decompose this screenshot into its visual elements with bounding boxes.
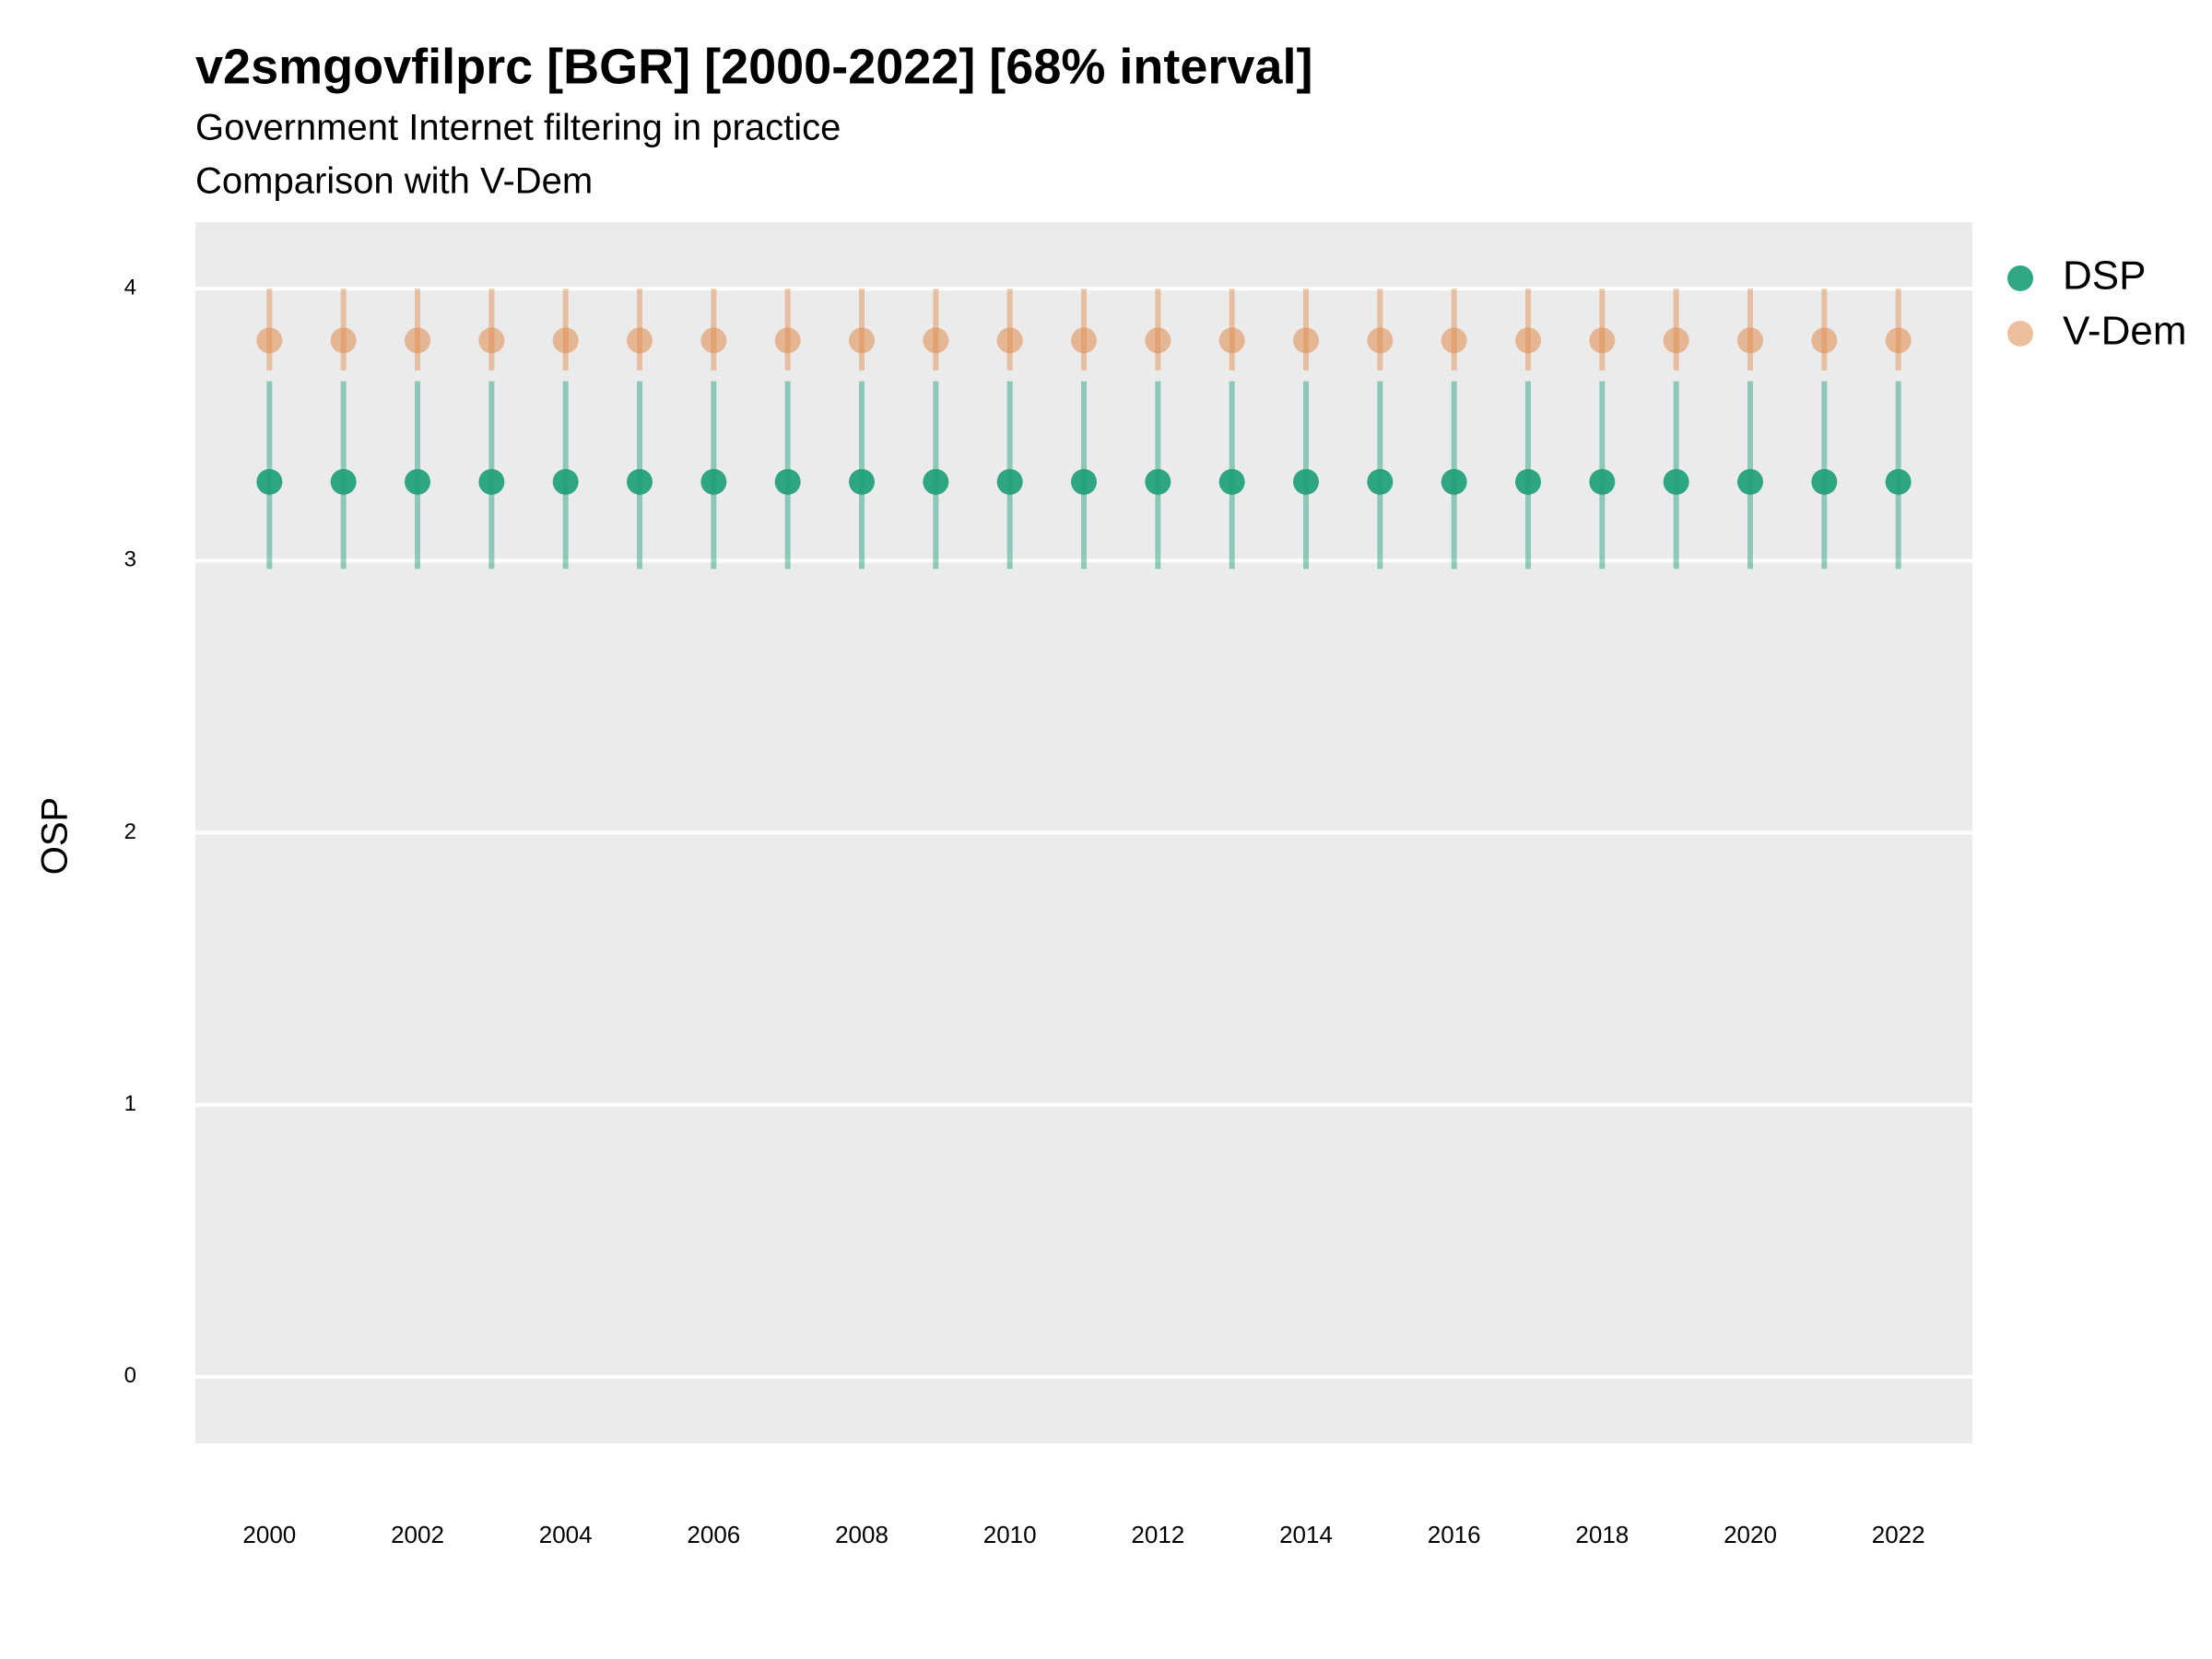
x-tick-label: 2006: [687, 1521, 740, 1548]
point: [1737, 327, 1763, 354]
point: [849, 327, 875, 354]
point: [1515, 327, 1541, 354]
y-tick-label: 2: [124, 819, 136, 844]
point: [1441, 468, 1467, 495]
point: [1589, 468, 1616, 495]
point: [478, 468, 505, 495]
chart-title: v2smgovfilprc [BGR] [2000-2022] [68% int…: [195, 39, 1312, 94]
point: [405, 468, 430, 495]
point: [330, 468, 357, 495]
legend-swatch: [2007, 321, 2033, 347]
point: [256, 468, 283, 495]
point: [1885, 327, 1912, 354]
point: [996, 468, 1023, 495]
point: [478, 327, 505, 354]
point: [1441, 327, 1467, 354]
point: [552, 327, 579, 354]
y-tick-label: 4: [124, 276, 136, 300]
x-tick-label: 2008: [835, 1521, 888, 1548]
x-tick-label: 2000: [242, 1521, 296, 1548]
x-tick-label: 2012: [1131, 1521, 1184, 1548]
point: [923, 327, 949, 354]
legend-label: DSP: [2063, 253, 2146, 299]
point: [1071, 327, 1097, 354]
point: [330, 327, 357, 354]
point: [1145, 468, 1171, 495]
point: [1811, 468, 1838, 495]
x-tick-label: 2014: [1279, 1521, 1333, 1548]
point: [627, 468, 653, 495]
chart-subtitle: Comparison with V-Dem: [195, 161, 593, 202]
point: [1811, 327, 1838, 354]
x-tick-label: 2002: [391, 1521, 444, 1548]
point: [1367, 327, 1394, 354]
point: [700, 468, 727, 495]
point: [923, 468, 949, 495]
x-tick-label: 2018: [1575, 1521, 1629, 1548]
point: [1293, 468, 1319, 495]
x-tick-label: 2016: [1428, 1521, 1481, 1548]
x-tick-label: 2010: [983, 1521, 1037, 1548]
point: [774, 327, 801, 354]
point: [1515, 468, 1541, 495]
x-tick-label: 2022: [1872, 1521, 1925, 1548]
point: [1071, 468, 1097, 495]
point: [627, 327, 653, 354]
point: [552, 468, 579, 495]
point: [700, 327, 727, 354]
x-tick-label: 2004: [539, 1521, 593, 1548]
point: [256, 327, 283, 354]
point: [1145, 327, 1171, 354]
legend-swatch: [2007, 265, 2033, 291]
point: [1293, 327, 1319, 354]
y-tick-label: 3: [124, 547, 136, 572]
chart-subtitle: Government Internet filtering in practic…: [195, 108, 841, 148]
legend-label: V-Dem: [2063, 309, 2186, 354]
point: [405, 327, 430, 354]
point: [1737, 468, 1763, 495]
point: [1885, 468, 1912, 495]
point: [1663, 327, 1689, 354]
y-axis-title: OSP: [35, 797, 76, 875]
point: [1589, 327, 1616, 354]
point: [1218, 327, 1245, 354]
point: [1218, 468, 1245, 495]
point: [849, 468, 875, 495]
point: [996, 327, 1023, 354]
point: [1367, 468, 1394, 495]
point: [1663, 468, 1689, 495]
x-tick-label: 2020: [1724, 1521, 1777, 1548]
y-tick-label: 0: [124, 1363, 136, 1388]
y-tick-label: 1: [124, 1091, 136, 1116]
point: [774, 468, 801, 495]
